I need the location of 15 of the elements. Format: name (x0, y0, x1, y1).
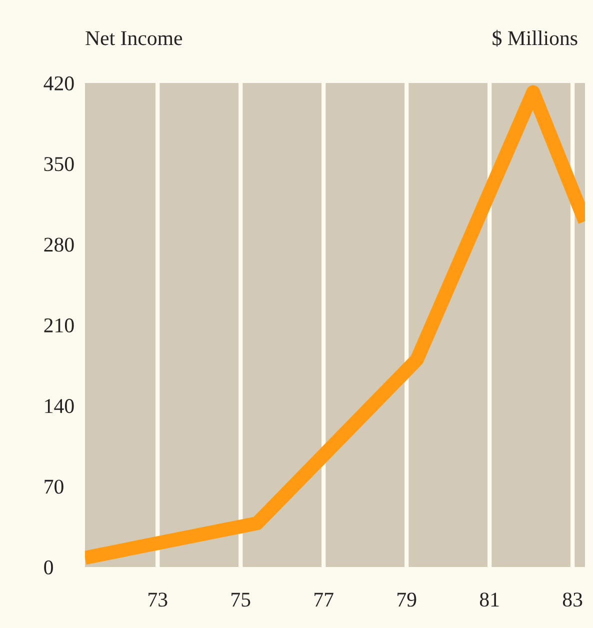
x-tick-label: 83 (562, 592, 582, 607)
y-tick-label: 0 (44, 560, 53, 574)
y-tick-label: 420 (44, 76, 74, 90)
x-tick-label: 73 (148, 592, 168, 607)
y-tick-label: 140 (45, 399, 74, 414)
y-tick-label: 210 (44, 318, 74, 332)
y-axis-title: $ Millions (492, 30, 578, 47)
x-tick-label: 75 (232, 592, 250, 607)
y-tick-label: 350 (44, 157, 74, 172)
y-tick-label: 280 (44, 238, 74, 252)
x-tick-label: 79 (398, 592, 416, 607)
y-tick-label: 70 (44, 480, 64, 494)
x-tick-label: 77 (314, 592, 334, 606)
chart-title: Net Income (86, 31, 182, 46)
x-tick-label: 81 (480, 592, 499, 607)
